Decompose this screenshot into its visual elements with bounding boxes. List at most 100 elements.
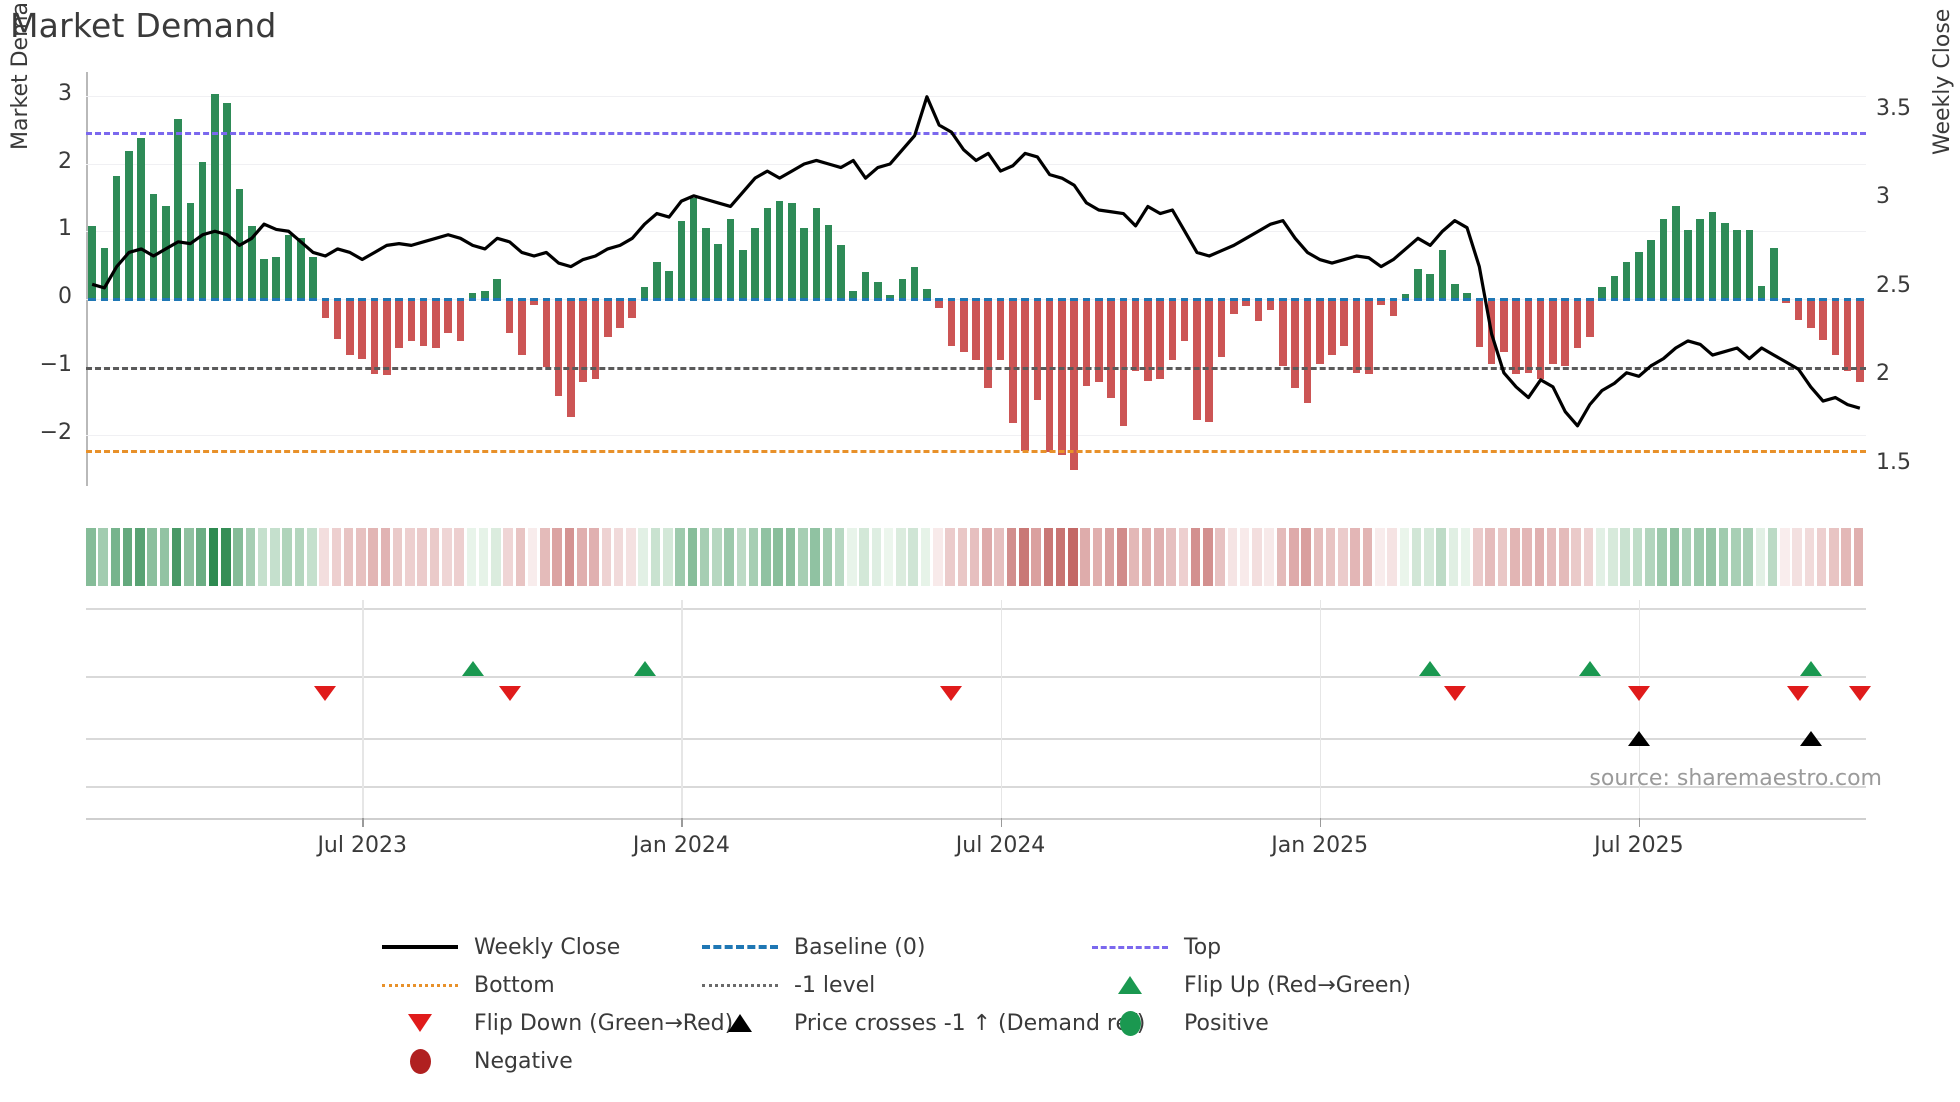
strip-cell: [1117, 528, 1127, 586]
demand-bar: [1107, 299, 1115, 398]
baseline-segment: [247, 297, 256, 301]
demand-bar: [640, 287, 649, 300]
baseline-segment: [1328, 297, 1336, 301]
baseline-segment: [1733, 297, 1741, 301]
legend-item[interactable]: Weekly Close: [380, 928, 620, 966]
demand-bar: [1721, 223, 1729, 300]
baseline-segment: [358, 297, 366, 301]
demand-bar: [125, 151, 133, 300]
baseline-segment: [959, 297, 968, 301]
baseline-segment: [1512, 297, 1520, 301]
demand-bar: [444, 299, 452, 334]
strip-cell: [626, 528, 636, 586]
legend-item[interactable]: Baseline (0): [700, 928, 925, 966]
strip-cell: [405, 528, 415, 586]
demand-bar: [161, 205, 170, 300]
baseline-segment: [1757, 297, 1766, 301]
legend-item-label: Baseline (0): [794, 934, 926, 960]
baseline-segment: [1254, 297, 1263, 301]
baseline-segment: [517, 297, 526, 301]
baseline-segment: [1856, 297, 1864, 301]
demand-bar: [1401, 293, 1410, 300]
baseline-segment: [1536, 297, 1545, 301]
baseline-segment: [235, 297, 244, 301]
demand-bar: [407, 299, 416, 342]
legend-item[interactable]: Negative: [380, 1042, 573, 1080]
baseline-segment: [174, 297, 182, 301]
x-axis-line: [86, 818, 1866, 820]
strip-cell: [1424, 528, 1434, 586]
strip-cell: [1608, 528, 1618, 586]
solid-line-icon: [380, 945, 460, 949]
strip-cell: [1718, 528, 1729, 586]
baseline-segment: [775, 297, 784, 301]
strip-cell: [675, 528, 685, 586]
y-tick-left: 0: [58, 284, 72, 310]
strip-cell: [1325, 528, 1336, 586]
baseline-segment: [554, 297, 563, 301]
strip-cell: [908, 528, 919, 586]
baseline-segment: [284, 297, 293, 301]
demand-bar: [947, 299, 956, 346]
legend-item[interactable]: Top: [1090, 928, 1221, 966]
strip-cell: [785, 528, 796, 586]
demand-bar: [382, 299, 391, 376]
baseline-segment: [1782, 297, 1790, 301]
reference-line-1-level: [86, 367, 1866, 371]
baseline-segment: [186, 297, 195, 301]
strip-cell: [1154, 528, 1164, 586]
strip-cell: [1632, 528, 1643, 586]
baseline-segment: [616, 297, 624, 301]
marker-vertical-grid: [1638, 600, 1641, 818]
demand-bar: [211, 94, 219, 300]
demand-bar: [1794, 299, 1803, 320]
strip-cell: [135, 528, 145, 586]
baseline-segment: [223, 297, 231, 301]
legend-item[interactable]: Bottom: [380, 966, 555, 1004]
legend-item[interactable]: Flip Up (Red→Green): [1090, 966, 1411, 1004]
baseline-segment: [1352, 297, 1361, 301]
demand-bar: [1377, 299, 1385, 305]
strip-cell: [1706, 528, 1716, 586]
demand-bar: [112, 175, 121, 300]
strip-cell: [1215, 528, 1225, 586]
demand-bar: [849, 291, 858, 300]
demand-bar: [1733, 230, 1741, 300]
dot-red-icon: [380, 1048, 460, 1074]
demand-bar: [1819, 299, 1827, 341]
demand-bar: [738, 250, 747, 300]
legend-swatch-glyph: [1092, 945, 1168, 949]
baseline-segment: [1009, 297, 1017, 301]
baseline-segment: [1144, 297, 1152, 301]
demand-bar: [1647, 239, 1655, 300]
baseline-segment: [763, 297, 772, 301]
demand-bar: [800, 228, 808, 300]
marker-vertical-grid: [681, 600, 683, 818]
baseline-segment: [665, 297, 673, 301]
demand-bar: [1144, 299, 1152, 381]
dot-green-icon: [1090, 1010, 1170, 1036]
legend-item[interactable]: Positive: [1090, 1004, 1269, 1042]
strip-cell: [306, 528, 317, 586]
legend-item[interactable]: Price crosses -1 ↑ (Demand ref): [700, 1004, 1145, 1042]
demand-bar: [1426, 273, 1434, 300]
demand-bar: [1119, 299, 1128, 426]
strip-cell: [1178, 528, 1189, 586]
strip-cell: [503, 528, 513, 586]
demand-bar: [493, 279, 502, 300]
baseline-segment: [1598, 297, 1606, 301]
strip-cell: [969, 528, 980, 586]
legend-item[interactable]: -1 level: [700, 966, 875, 1004]
strip-cell: [196, 528, 207, 586]
demand-bar: [346, 299, 354, 355]
demand-bar: [1671, 205, 1680, 300]
demand-bar: [1168, 299, 1177, 361]
baseline-segment: [1401, 297, 1410, 301]
baseline-segment: [1389, 297, 1398, 301]
left-spine: [86, 72, 88, 486]
baseline-segment: [125, 297, 133, 301]
legend-item[interactable]: Flip Down (Green→Red): [380, 1004, 733, 1042]
strip-cell: [982, 528, 992, 586]
baseline-segment: [432, 297, 440, 301]
baseline-segment: [1610, 297, 1619, 301]
